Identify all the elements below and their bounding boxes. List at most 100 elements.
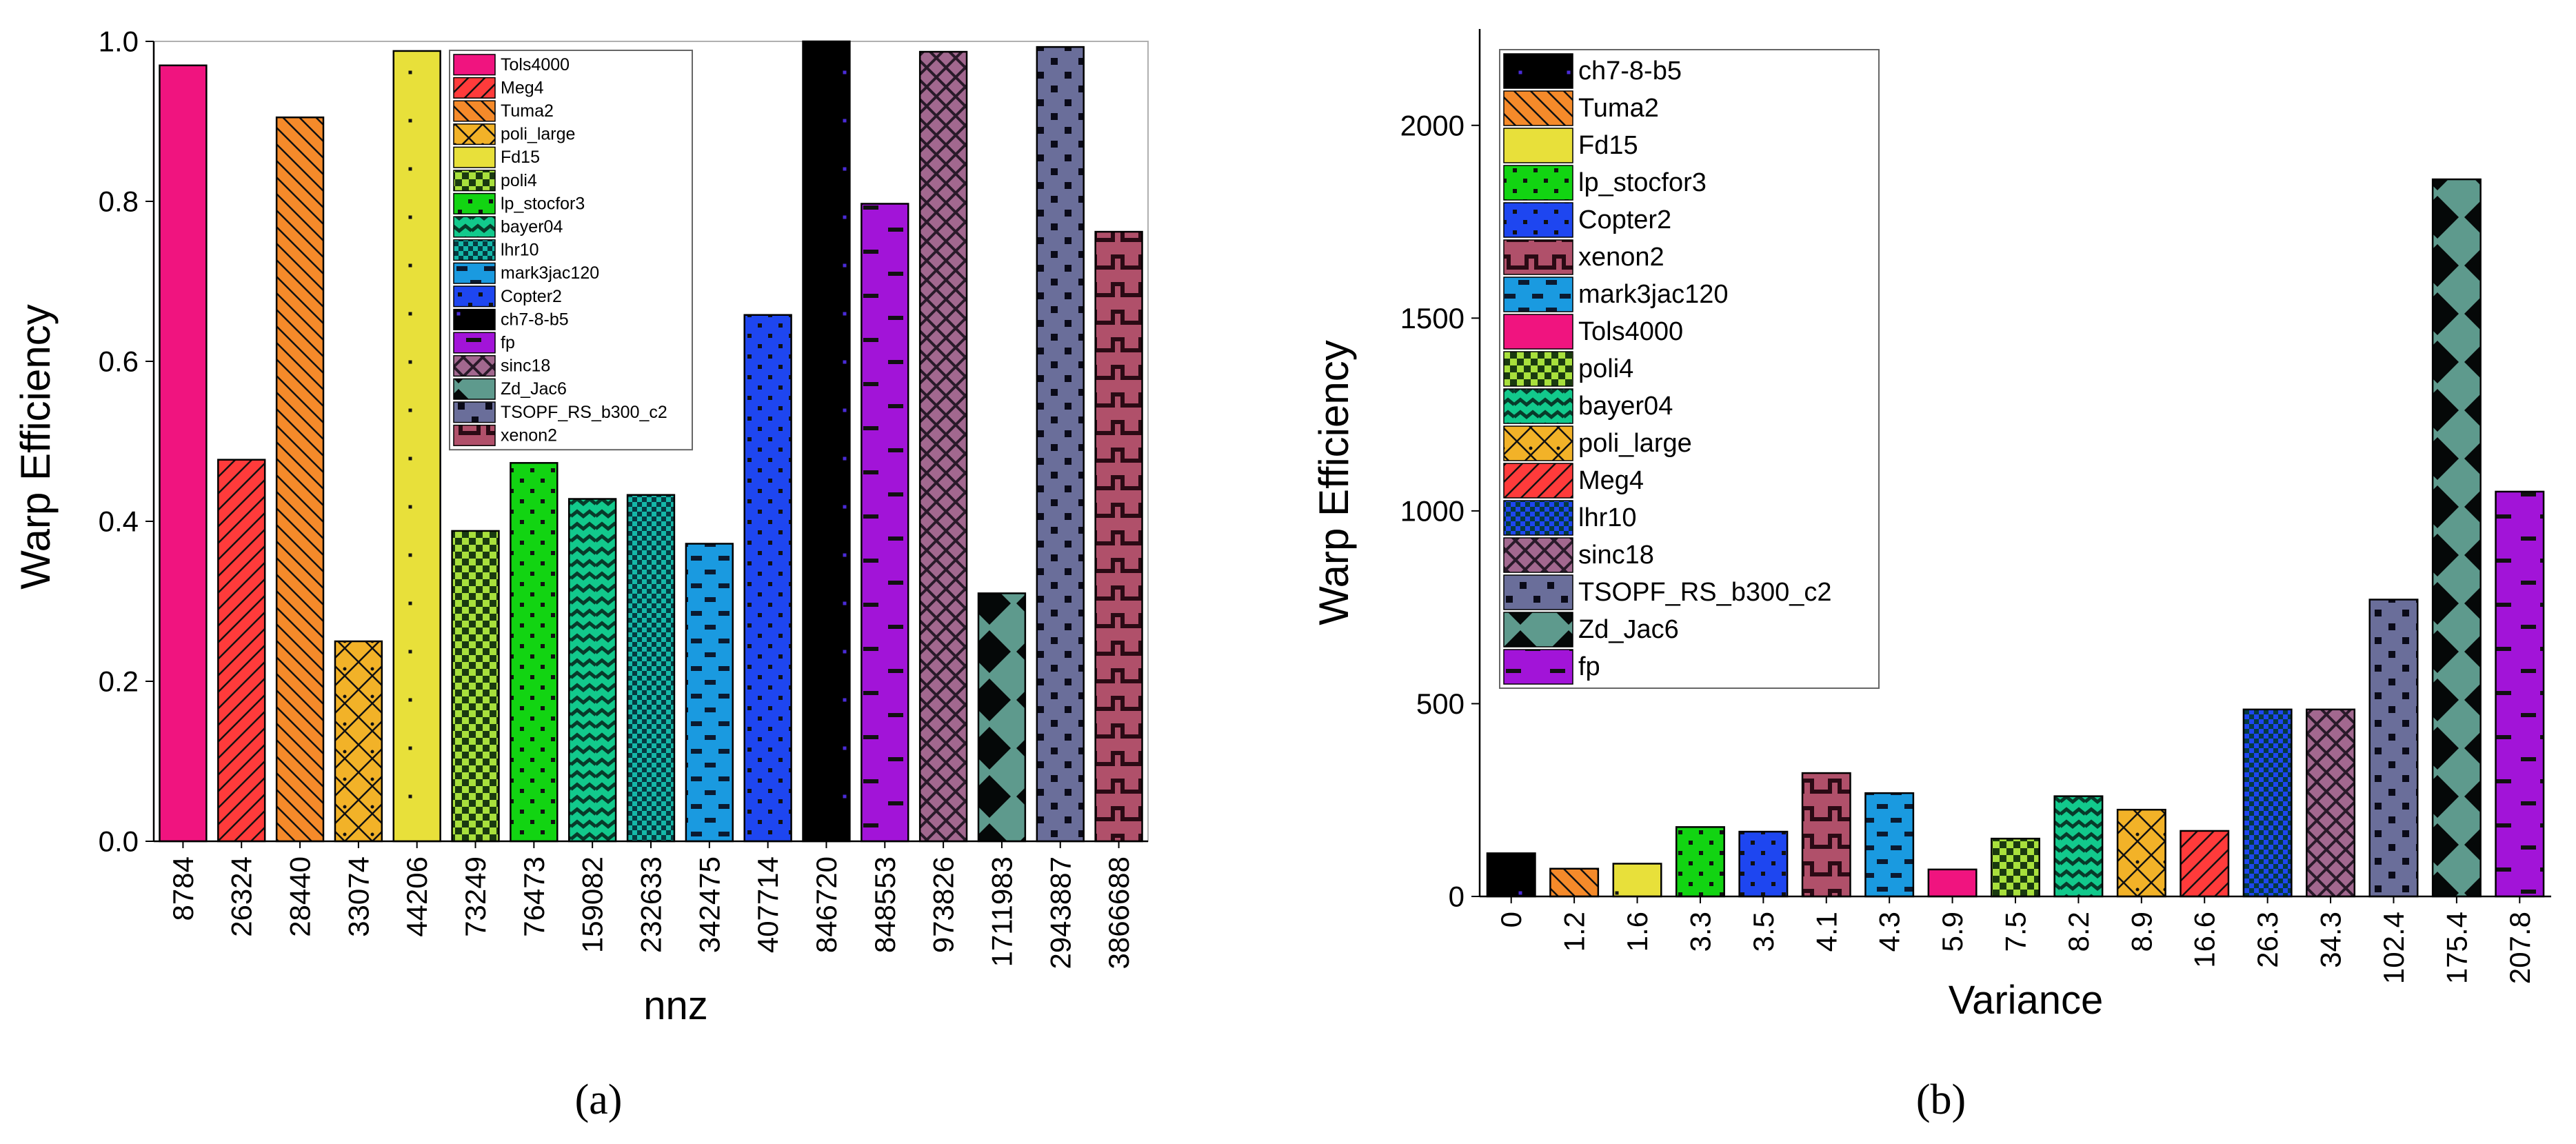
legend-swatch-fd15 [1503, 128, 1573, 163]
legend-label: ch7-8-b5 [1578, 57, 1682, 86]
legend-swatch-ch7-8-b5 [1503, 53, 1573, 89]
legend-swatch-fd15 [453, 146, 496, 168]
legend-label: Fd15 [1578, 131, 1638, 160]
legend-label: poli4 [501, 171, 537, 190]
bar-fd15 [392, 50, 441, 843]
x-tick-label: 76473 [518, 856, 550, 937]
legend-label: poli_large [1578, 429, 1692, 458]
x-tick-label: 407714 [752, 856, 784, 953]
legend-label: mark3jac120 [1578, 280, 1729, 309]
bar-lhr10 [626, 494, 676, 843]
x-tick-label: 2943887 [1044, 856, 1076, 970]
legend-label: sinc18 [501, 357, 550, 376]
legend-swatch-tols4000 [1503, 314, 1573, 350]
legend-label: sinc18 [1578, 541, 1654, 570]
legend-swatch-xenon2 [453, 424, 496, 446]
legend-label: Copter2 [501, 287, 562, 306]
legend-label: Tuma2 [1578, 94, 1659, 123]
legend-label: Copter2 [1578, 205, 1671, 234]
legend-label: lp_stocfor3 [1578, 168, 1707, 197]
bar-bayer04 [2053, 795, 2104, 898]
x-tick-label: 8784 [167, 856, 199, 921]
x-tick-label: 3866688 [1103, 856, 1135, 970]
x-tick-label: 175.4 [2440, 912, 2473, 984]
bar-lp-stocfor3 [1675, 826, 1725, 898]
bar-tuma2 [275, 116, 325, 843]
bar-tols4000 [1927, 868, 1978, 898]
legend-swatch-sinc18 [1503, 537, 1573, 573]
bar-fd15 [1612, 863, 1662, 898]
legend-label: xenon2 [501, 425, 557, 445]
bar-zd-jac6 [2431, 178, 2482, 898]
bar-poli-large [334, 640, 383, 843]
legend-swatch-copter2 [453, 285, 496, 308]
bar-meg4 [2180, 830, 2230, 898]
chart-a-xlabel: nnz [643, 983, 708, 1028]
legend-swatch-bayer04 [1503, 388, 1573, 424]
y-tick-label: 0 [1449, 881, 1465, 913]
legend-label: xenon2 [1578, 243, 1664, 272]
legend-swatch-tsopf-rs-b300-c2 [1503, 574, 1573, 610]
x-tick-label: 5.9 [1936, 912, 1969, 952]
chart-a-legend: Tols4000 Meg4 Tuma2 poli_large Fd15 poli4 lp_s… [449, 50, 693, 451]
legend-swatch-meg4 [1503, 463, 1573, 499]
chart-b-ylabel: Warp Efficiency [1311, 340, 1357, 625]
chart-a: 8784 26324 28440 33074 44206 73249 76473 159082… [12, 26, 1149, 1123]
legend-swatch-tuma2 [1503, 90, 1573, 126]
y-tick-label: 1000 [1400, 494, 1465, 527]
x-tick-label: 848553 [869, 856, 901, 953]
y-tick-label: 0.4 [99, 505, 139, 538]
chart-b: 0 1.2 1.6 3.3 3.5 4.1 4.3 5.9 7.5 8.2 8.9 16.6 26.3 3… [1311, 29, 2551, 1123]
x-tick-label: 342475 [693, 856, 725, 953]
x-tick-label: 1711983 [985, 856, 1018, 967]
legend-label: lp_stocfor3 [501, 194, 585, 213]
legend-label: mark3jac120 [501, 263, 599, 283]
x-tick-label: 102.4 [2377, 912, 2410, 984]
legend-label: fp [1578, 652, 1600, 681]
legend-label: Fd15 [501, 148, 540, 167]
bar-meg4 [217, 459, 266, 843]
x-tick-label: 232633 [635, 856, 667, 953]
legend-label: Tols4000 [501, 55, 570, 74]
legend-swatch-lp-stocfor3 [1503, 165, 1573, 201]
legend-swatch-tuma2 [453, 100, 496, 122]
x-tick-label: 1.6 [1621, 912, 1653, 952]
bar-tsopf-rs-b300-c2 [1036, 46, 1085, 843]
legend-swatch-poli-large [1503, 425, 1573, 461]
legend-swatch-sinc18 [453, 355, 496, 377]
bar-mark3jac120 [1864, 792, 1915, 898]
x-tick-label: 1.2 [1558, 912, 1591, 952]
legend-label: TSOPF_RS_b300_c2 [501, 403, 667, 422]
bar-xenon2 [1094, 230, 1143, 843]
x-tick-label: 26324 [225, 856, 258, 937]
legend-swatch-xenon2 [1503, 239, 1573, 275]
bar-zd-jac6 [977, 592, 1027, 843]
chart-b-panel-label: (b) [1916, 1076, 1966, 1123]
x-tick-label: 846720 [810, 856, 843, 953]
chart-a-panel-label: (a) [575, 1076, 623, 1123]
x-tick-label: 4.3 [1873, 912, 1906, 952]
x-tick-label: 7.5 [2000, 912, 2032, 952]
legend-swatch-poli4 [453, 170, 496, 192]
legend-swatch-poli-large [453, 123, 496, 145]
bar-tsopf-rs-b300-c2 [2368, 599, 2419, 898]
y-tick-label: 0.6 [99, 345, 139, 378]
bar-fp [2495, 490, 2545, 898]
x-tick-label: 73249 [459, 856, 492, 937]
bar-sinc18 [2306, 708, 2356, 898]
legend-swatch-fp [453, 332, 496, 354]
bar-copter2 [743, 314, 792, 843]
x-tick-label: 33074 [342, 856, 374, 937]
x-tick-label: 8.2 [2062, 912, 2095, 952]
y-tick-label: 0.8 [99, 185, 139, 218]
x-tick-label: 3.5 [1747, 912, 1780, 952]
legend-swatch-meg4 [453, 77, 496, 99]
chart-b-xlabel: Variance [1949, 978, 2104, 1023]
legend-swatch-bayer04 [453, 216, 496, 238]
bar-mark3jac120 [685, 543, 734, 843]
bar-bayer04 [567, 498, 617, 843]
y-tick-label: 1500 [1400, 302, 1465, 334]
legend-label: TSOPF_RS_b300_c2 [1578, 578, 1832, 607]
legend-label: Meg4 [1578, 466, 1644, 495]
